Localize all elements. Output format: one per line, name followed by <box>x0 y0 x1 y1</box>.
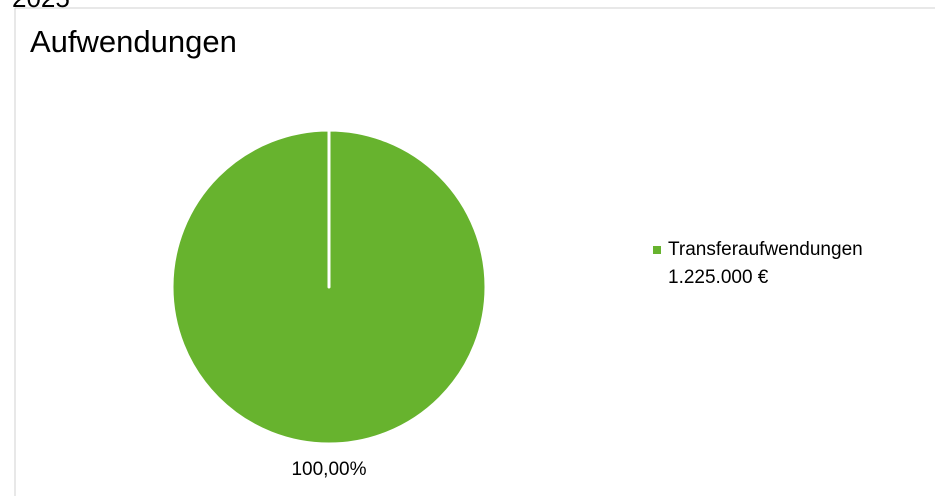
legend-amount: 1.225.000 € <box>668 267 769 288</box>
chart-title: Aufwendungen <box>30 24 237 59</box>
year-label: 2025 <box>12 0 70 13</box>
legend-label: Transferaufwendungen <box>668 239 863 260</box>
slice-label: 100,00% <box>291 459 366 480</box>
pie-slice <box>170 128 488 446</box>
legend-swatch <box>653 246 661 254</box>
